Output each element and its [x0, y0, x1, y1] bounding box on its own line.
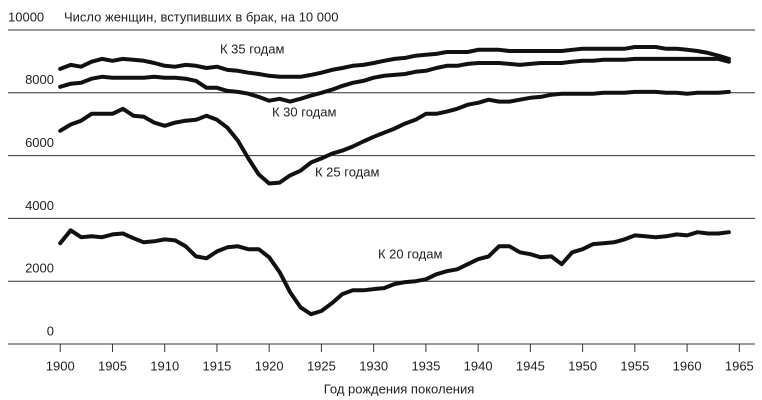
x-tick-label: 1900 — [46, 358, 75, 373]
x-tick-label: 1940 — [464, 358, 493, 373]
x-axis-label: Год рождения поколения — [324, 381, 475, 396]
x-tick-label: 1960 — [673, 358, 702, 373]
y-tick-label: 4000 — [25, 198, 54, 213]
series-line — [58, 89, 731, 186]
series-label: К 35 годам — [220, 41, 284, 56]
y-tick-label: 2000 — [25, 261, 54, 276]
x-tick-label: 1935 — [411, 358, 440, 373]
y-tick-label: 10000 — [8, 9, 44, 24]
x-tick-label: 1950 — [568, 358, 597, 373]
x-tick-label: 1965 — [725, 358, 754, 373]
chart-title: Число женщин, вступивших в брак, на 10 0… — [64, 9, 338, 24]
x-tick-label: 1920 — [255, 358, 284, 373]
series-line — [58, 45, 731, 79]
series-label: К 30 годам — [272, 104, 336, 119]
x-tick-label: 1930 — [359, 358, 388, 373]
series-line — [58, 56, 731, 104]
x-tick-label: 1905 — [98, 358, 127, 373]
y-tick-label: 0 — [47, 323, 54, 338]
x-tick-label: 1910 — [150, 358, 179, 373]
x-tick-label: 1945 — [516, 358, 545, 373]
x-tick-label: 1955 — [620, 358, 649, 373]
x-tick-label: 1925 — [307, 358, 336, 373]
series-label: К 20 годам — [378, 246, 442, 261]
series-line — [58, 228, 731, 317]
series-label: К 25 годам — [315, 164, 379, 179]
y-tick-label: 6000 — [25, 135, 54, 150]
y-tick-label: 8000 — [25, 72, 54, 87]
x-tick-label: 1915 — [202, 358, 231, 373]
